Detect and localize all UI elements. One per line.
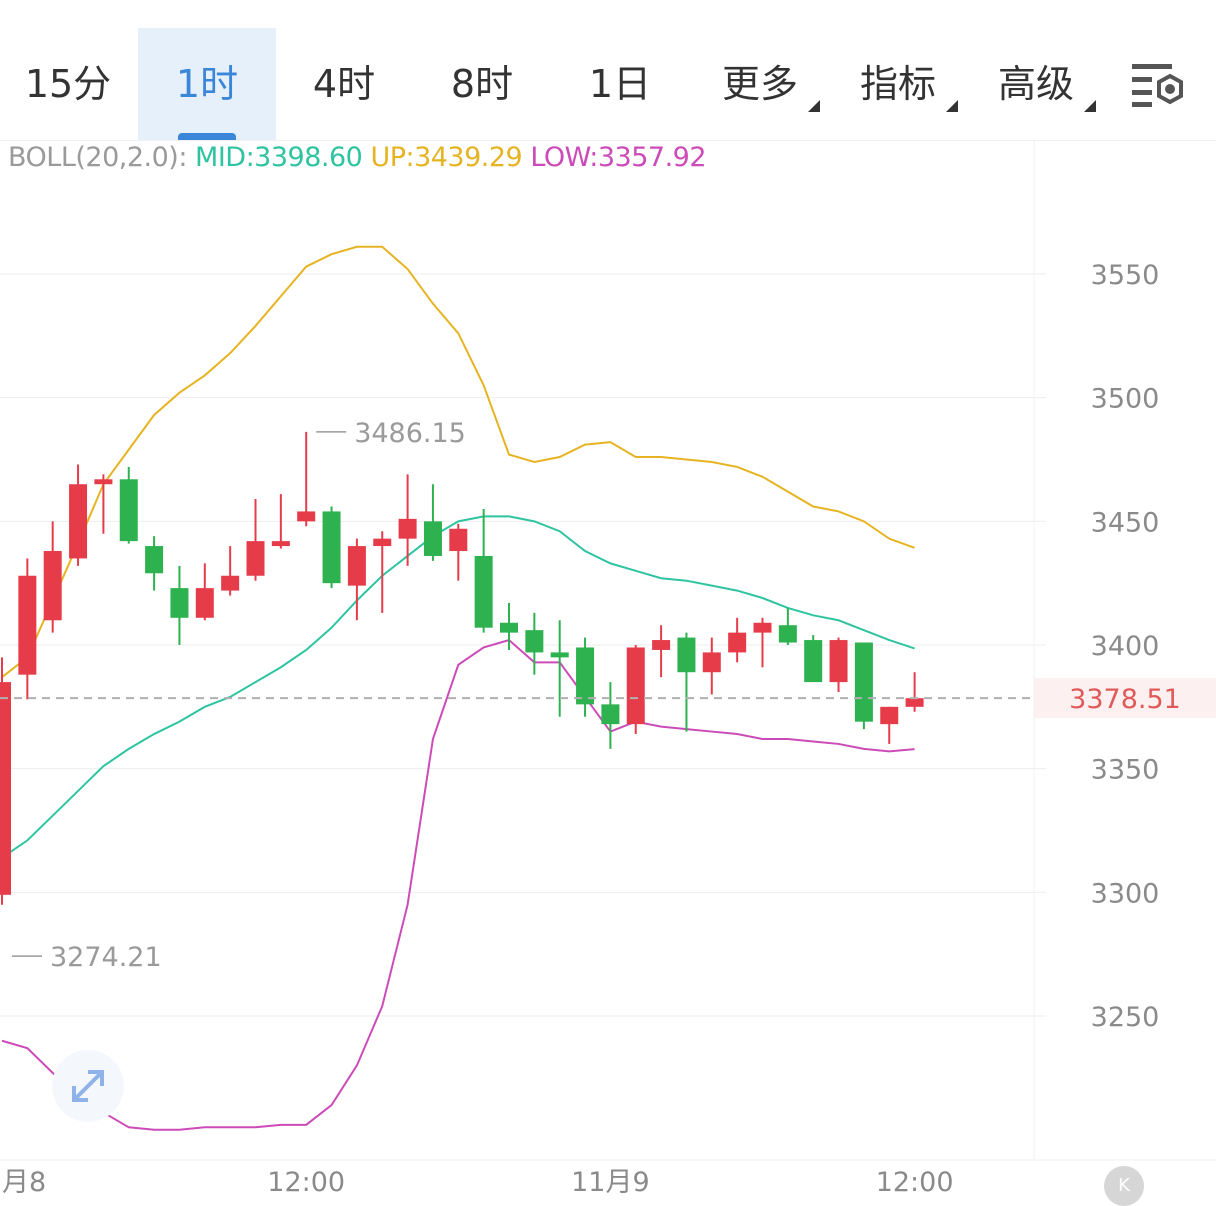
candle-body [728,632,747,653]
annotation-label: 3274.21 [50,942,162,973]
x-tick-label: 11月9 [571,1167,650,1193]
annotation-label: 3486.15 [354,418,466,449]
y-tick-label: 3250 [1091,1002,1160,1033]
candle-body [373,538,392,547]
candle-body [246,541,265,576]
tab-advanced-label: 高级 [997,62,1074,106]
candlestick-chart[interactable]: 3550 3500 3450 3400 3350 3300 3250 3378.51 3486.… [0,140,1216,1193]
candle-body [170,588,189,618]
candle-body [0,682,11,895]
candle-body [702,652,721,673]
current-price-label: 3378.51 [1069,684,1181,715]
tab-1hour[interactable]: 1时 [138,28,276,140]
candle-body [804,640,823,683]
boll-mid-value: MID:3398.60 [195,142,363,173]
dropdown-caret-icon [946,100,958,112]
tab-indicators[interactable]: 指标 [858,28,958,140]
k-icon[interactable]: K [1104,1166,1144,1206]
active-tab-indicator [178,133,236,140]
dropdown-caret-icon [1084,100,1096,112]
tab-advanced[interactable]: 高级 [996,28,1096,140]
chart-settings-icon[interactable] [1128,58,1188,110]
candle-body [94,479,113,485]
candle-body [626,647,645,725]
boll-middle-line [1,515,915,859]
x-tick-label: 12:00 [876,1167,954,1193]
candle-body [398,518,417,539]
y-tick-label: 3300 [1091,878,1160,909]
candle-body [347,546,366,586]
candle-body [423,521,442,556]
boll-label: BOLL(20,2.0): [8,142,187,173]
candle-body [195,588,214,618]
candle-body [145,546,164,574]
candle-body [905,698,924,707]
tab-8hour[interactable]: 8时 [450,62,514,106]
tab-1day[interactable]: 1日 [588,62,652,106]
candle-body [525,630,544,653]
x-tick-label: 12:00 [267,1167,345,1193]
candle-body [119,479,138,542]
candle-body [474,555,493,628]
y-tick-label: 3400 [1091,631,1160,662]
tab-4hour[interactable]: 4时 [312,62,376,106]
timeframe-tabbar: 15分 1时 4时 8时 1日 更多 指标 高级 [0,0,1216,141]
tab-indicators-label: 指标 [859,62,936,106]
candle-body [449,528,468,552]
candle-body [221,575,240,591]
tab-more-label: 更多 [721,62,798,106]
y-tick-label: 3550 [1091,260,1160,291]
boll-up-value: UP:3439.29 [370,142,523,173]
tab-1hour-label: 1时 [175,62,239,106]
candle-body [576,647,595,705]
tab-more[interactable]: 更多 [720,28,820,140]
boll-legend: BOLL(20,2.0): MID:3398.60 UP:3439.29 LOW… [8,142,707,173]
tab-15min[interactable]: 15分 [24,62,112,106]
candle-body [69,484,88,559]
candle-body [43,551,62,621]
candle-body [601,704,620,725]
candle-body [778,625,797,643]
boll-lower-line [1,638,915,1131]
x-tick-label: 月8 [2,1167,46,1193]
current-price-tag [1034,678,1216,719]
candle-body [297,511,316,522]
candle-body [880,706,899,725]
y-tick-label: 3350 [1091,755,1160,786]
candle-body [753,622,772,633]
candle-body [677,637,696,673]
candle-body [550,652,569,658]
candle-body [271,541,290,547]
expand-icon[interactable] [52,1050,124,1122]
candle-body [500,622,518,633]
dropdown-caret-icon [808,100,820,112]
y-tick-label: 3500 [1091,384,1160,415]
boll-low-value: LOW:3357.92 [530,142,707,173]
candle-body [854,642,873,722]
boll-upper-line [1,245,915,678]
candle-body [18,575,37,675]
candle-body [652,640,671,650]
y-tick-label: 3450 [1091,507,1160,538]
candle-body [829,640,848,683]
candle-body [322,511,341,584]
